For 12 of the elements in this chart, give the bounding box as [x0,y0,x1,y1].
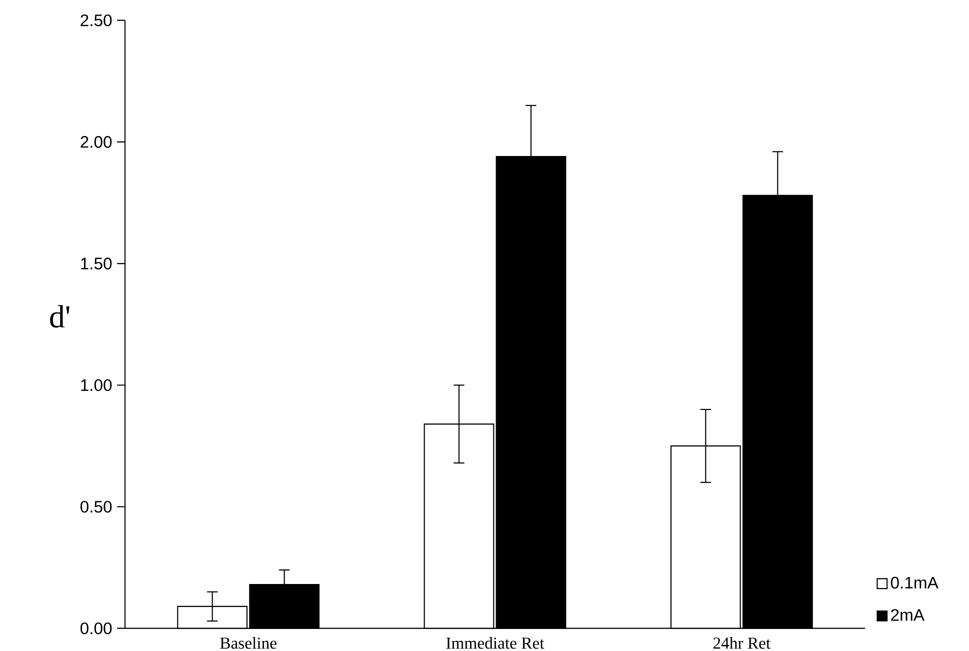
x-tick-label: Baseline [220,637,276,649]
y-tick-label: 2.50 [80,14,112,26]
y-tick-label: 2.00 [80,136,112,148]
y-tick-label: 0.00 [80,622,112,634]
y-axis-title: d' [50,305,70,328]
legend-label: 2mA [891,609,924,621]
y-tick-label: 1.50 [81,258,112,270]
y-tick-label: 0.50 [80,500,112,513]
legend-label: 0.1mA [890,576,938,589]
y-tick-label: 1.00 [81,379,112,392]
x-tick-label: 24hr Ret [713,637,771,649]
x-tick-label: Immediate Ret [446,637,544,649]
